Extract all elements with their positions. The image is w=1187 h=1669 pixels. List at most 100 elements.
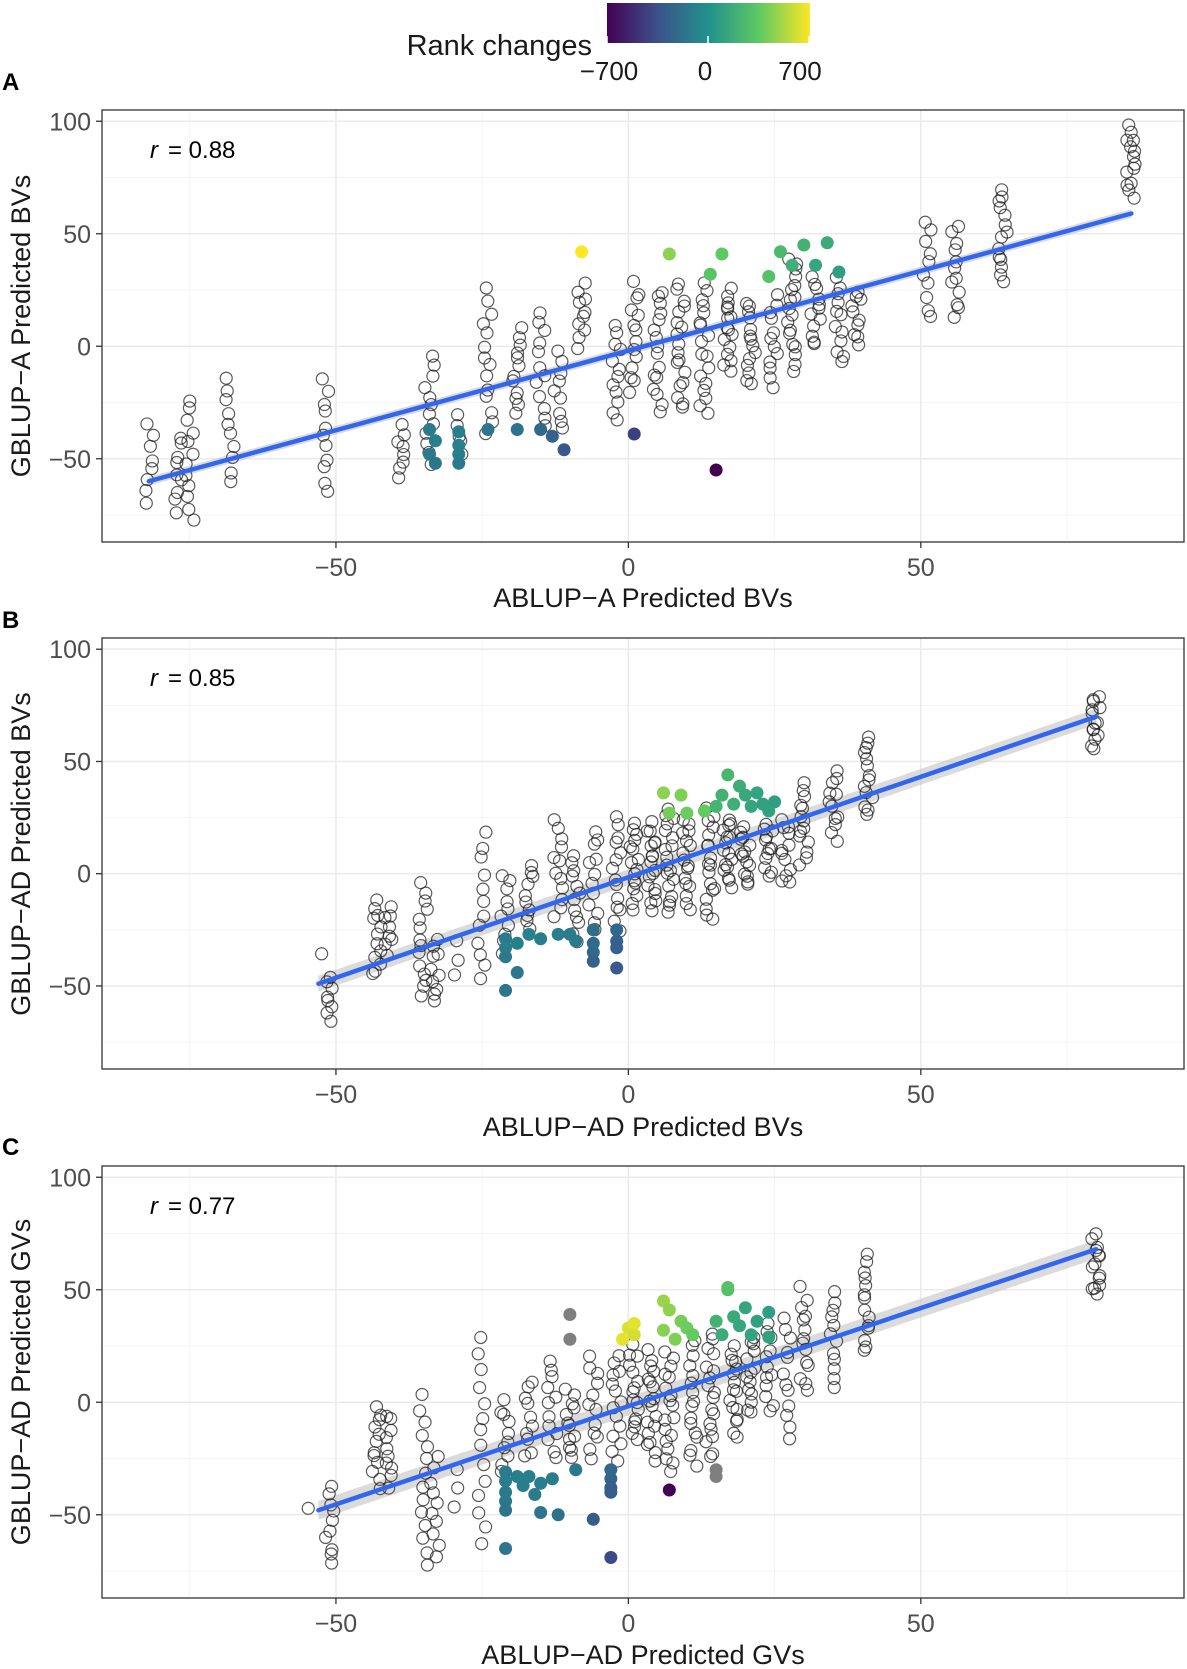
data-point xyxy=(320,1006,334,1020)
data-point xyxy=(994,268,1008,282)
rank-change-point xyxy=(797,238,811,252)
data-point xyxy=(857,1303,872,1317)
data-point xyxy=(567,864,581,878)
data-point xyxy=(778,852,792,867)
data-point xyxy=(564,1443,578,1457)
data-point xyxy=(807,319,821,333)
panel-border xyxy=(101,109,1185,543)
y-tick-label: 50 xyxy=(63,1277,91,1305)
rank-change-point xyxy=(610,923,624,937)
data-point xyxy=(537,402,551,416)
data-point xyxy=(858,1333,872,1348)
data-point xyxy=(643,824,657,838)
data-point xyxy=(590,1430,604,1444)
data-point xyxy=(627,373,641,388)
rank-change-point xyxy=(656,1323,670,1337)
data-point xyxy=(825,1310,839,1324)
data-point xyxy=(471,1347,485,1361)
data-point xyxy=(775,843,789,858)
data-point xyxy=(744,1395,758,1409)
rank-change-point xyxy=(750,786,764,800)
data-point xyxy=(1127,191,1141,205)
data-point xyxy=(827,1371,841,1386)
data-point xyxy=(680,861,695,875)
data-point xyxy=(547,813,561,827)
data-point xyxy=(369,1400,384,1414)
data-point xyxy=(676,826,690,840)
data-point xyxy=(627,882,641,896)
data-point xyxy=(746,339,760,353)
data-point xyxy=(650,387,664,401)
data-point xyxy=(854,292,868,306)
data-point xyxy=(325,1513,340,1527)
data-point xyxy=(501,1426,516,1441)
panel-border xyxy=(101,1165,1185,1599)
rank-change-point xyxy=(563,1332,577,1346)
data-point xyxy=(826,1303,840,1317)
rank-change-point xyxy=(715,247,729,261)
data-point xyxy=(945,275,959,289)
data-point xyxy=(672,305,686,319)
data-point xyxy=(782,1432,797,1446)
data-point xyxy=(219,371,233,385)
data-point xyxy=(613,846,628,860)
data-point xyxy=(480,369,494,383)
data-point xyxy=(472,1506,486,1520)
data-point xyxy=(799,851,814,865)
data-point xyxy=(451,953,465,967)
data-point xyxy=(510,351,525,365)
data-point xyxy=(426,949,440,963)
data-point xyxy=(860,1255,874,1269)
data-point xyxy=(222,407,236,421)
data-point xyxy=(588,867,602,882)
data-point xyxy=(567,1401,581,1415)
data-point xyxy=(744,332,758,346)
x-axis-title: ABLUP−AD Predicted BVs xyxy=(483,1112,803,1142)
rank-change-point xyxy=(499,941,513,955)
data-point xyxy=(485,307,499,321)
rank-change-point xyxy=(703,267,717,281)
data-point xyxy=(562,1432,577,1446)
data-point xyxy=(626,274,641,288)
data-point xyxy=(169,506,183,520)
data-point xyxy=(684,1443,698,1458)
data-point xyxy=(1092,1249,1107,1263)
data-point xyxy=(520,914,534,928)
rank-change-point xyxy=(499,1474,513,1488)
data-point xyxy=(451,1481,465,1495)
data-point xyxy=(707,1385,721,1400)
data-point xyxy=(781,1383,795,1397)
data-point xyxy=(220,384,234,398)
data-point xyxy=(645,849,660,863)
rank-change-point xyxy=(762,1330,776,1344)
fit-line-group xyxy=(146,211,1134,484)
fit-line-group xyxy=(316,714,1099,986)
y-tick-label: 50 xyxy=(63,221,91,249)
rank-change-point xyxy=(586,936,600,950)
data-point xyxy=(923,309,938,324)
data-point xyxy=(553,391,568,405)
data-point xyxy=(473,972,488,986)
legend-tick-max: 700 xyxy=(778,56,821,86)
data-point xyxy=(721,296,735,310)
data-point xyxy=(524,1446,538,1460)
data-point xyxy=(704,1422,718,1436)
data-point xyxy=(325,1543,339,1557)
data-point xyxy=(724,1347,738,1361)
data-point xyxy=(950,236,964,251)
data-point xyxy=(605,1377,620,1391)
data-point xyxy=(727,1339,741,1353)
gridlines xyxy=(102,110,1184,542)
data-point xyxy=(788,340,802,354)
data-point xyxy=(741,1403,755,1417)
data-point xyxy=(675,320,689,334)
rank-change-point xyxy=(452,456,466,470)
data-point xyxy=(706,1447,720,1461)
data-point xyxy=(643,1435,657,1450)
data-point xyxy=(670,282,684,296)
data-point xyxy=(741,877,755,891)
data-point xyxy=(500,895,514,909)
data-point xyxy=(747,1344,761,1358)
data-point xyxy=(744,1387,759,1401)
data-point xyxy=(809,281,824,295)
